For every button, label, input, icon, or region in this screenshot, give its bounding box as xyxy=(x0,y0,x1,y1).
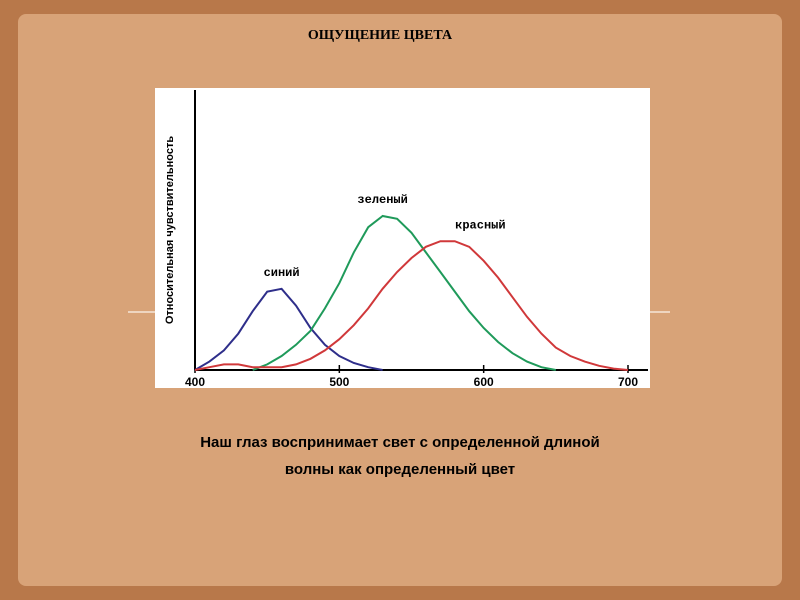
line xyxy=(252,214,556,371)
slide-title: ОЩУЩЕНИЕ ЦВЕТА xyxy=(308,28,453,43)
x-tick-label: 400 xyxy=(185,375,205,389)
x-tick-label: 500 xyxy=(329,375,349,389)
chart-area xyxy=(155,88,650,388)
y-axis-label: Относительная чувствительность xyxy=(164,136,176,325)
line xyxy=(194,240,629,371)
series-label: зеленый xyxy=(357,193,407,207)
caption-line: волны как определенный цвет xyxy=(285,461,515,478)
x-tick-label: 700 xyxy=(618,375,638,389)
line xyxy=(194,287,383,371)
caption-line: Наш глаз воспринимает свет с определенно… xyxy=(200,434,600,451)
series-label: красный xyxy=(455,218,505,232)
series-label: синий xyxy=(264,266,300,280)
x-tick-label: 600 xyxy=(474,375,494,389)
